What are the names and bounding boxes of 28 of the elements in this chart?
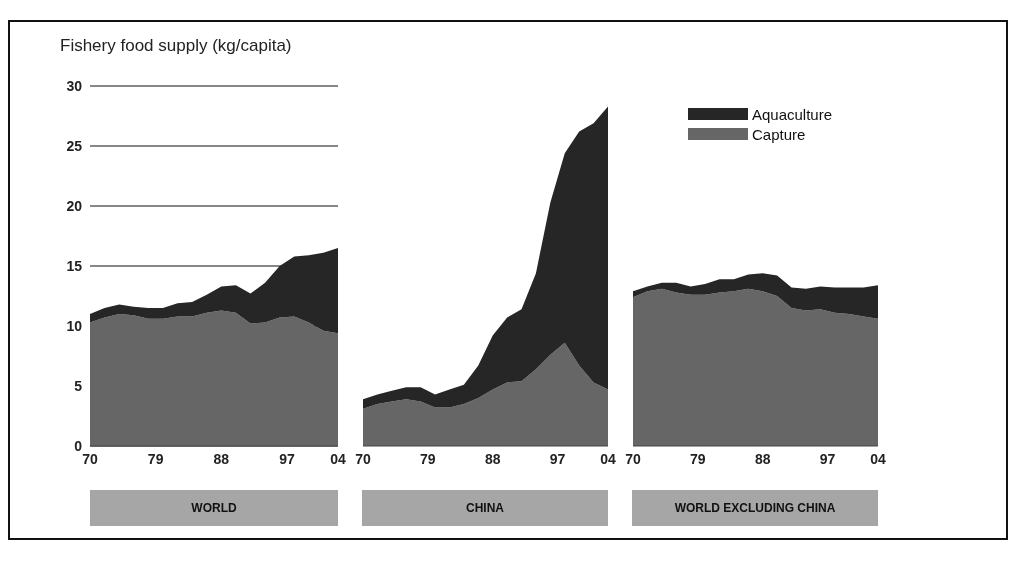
x-tick-label: 88: [213, 450, 230, 467]
x-tick-label: 70: [625, 450, 641, 467]
x-axis-title: WORLD EXCLUDING CHINA: [632, 490, 878, 526]
chart-title: Fishery food supply (kg/capita): [59, 36, 293, 57]
y-tick-label: 30: [66, 77, 83, 94]
legend-label: Aquaculture: [752, 105, 833, 123]
x-tick-label: 88: [754, 450, 771, 467]
x-tick-label: 79: [690, 450, 706, 467]
x-axis-title: CHINA: [362, 490, 608, 526]
x-tick-label: 04: [330, 450, 346, 467]
x-tick-label: 88: [484, 450, 501, 467]
x-tick-label: 97: [279, 450, 295, 467]
x-tick-label: 97: [819, 450, 836, 467]
y-tick-label: 5: [74, 377, 83, 394]
legend-label: Capture: [752, 125, 806, 143]
y-tick-label: 20: [66, 197, 83, 214]
y-tick-label: 15: [66, 257, 83, 274]
x-axis-title: WORLD: [90, 490, 338, 526]
y-tick-label: 10: [66, 317, 83, 334]
x-tick-label: 97: [549, 450, 566, 467]
x-tick-label: 70: [82, 450, 98, 467]
x-tick-label: 04: [870, 450, 886, 467]
x-tick-label: 79: [147, 450, 164, 467]
y-tick-label: 25: [66, 137, 83, 154]
x-tick-label: 04: [600, 450, 616, 467]
x-tick-label: 79: [420, 450, 436, 467]
x-tick-label: 70: [355, 450, 371, 467]
y-tick-label: 0: [74, 437, 83, 454]
